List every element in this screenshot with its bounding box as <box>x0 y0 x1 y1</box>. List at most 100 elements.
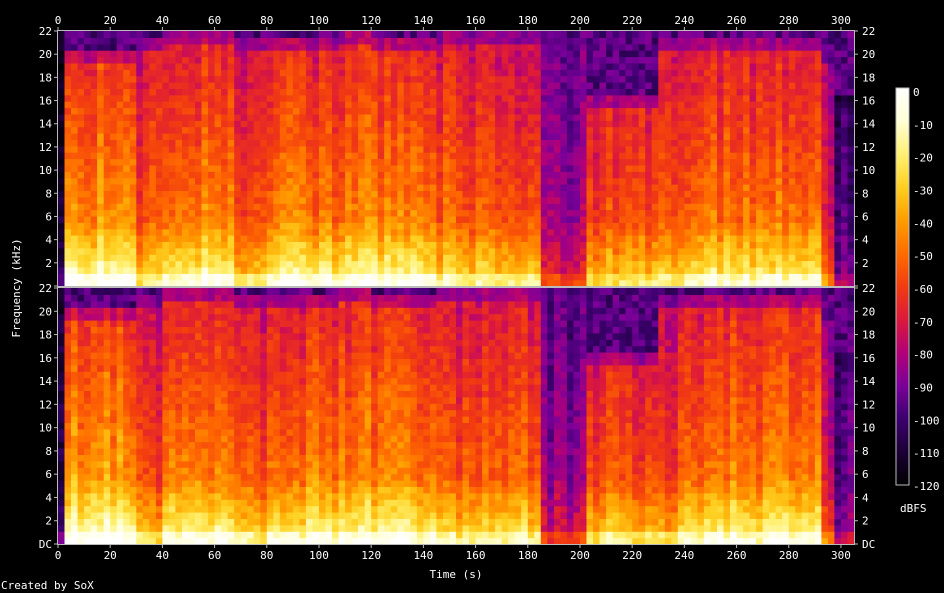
spectrogram-cell <box>410 62 418 70</box>
spectrogram-cell <box>801 279 809 287</box>
spectrogram-cell <box>136 94 144 102</box>
spectrogram-cell <box>527 88 535 96</box>
spectrogram-cell <box>338 235 346 242</box>
spectrogram-cell <box>697 113 705 121</box>
spectrogram-cell <box>325 37 333 45</box>
spectrogram-cell <box>129 50 137 58</box>
spectrogram-cell <box>182 215 190 223</box>
spectrogram-cell <box>658 50 666 58</box>
spectrogram-cell <box>429 75 437 83</box>
spectrogram-cell <box>671 120 679 128</box>
spectrogram-cell <box>97 184 105 191</box>
spectrogram-cell <box>155 152 163 160</box>
spectrogram-cell <box>841 215 849 223</box>
spectrogram-cell <box>514 120 522 128</box>
spectrogram-cell <box>638 260 646 268</box>
spectrogram-cell <box>540 101 548 109</box>
spectrogram-cell <box>305 235 313 242</box>
spectrogram-cell <box>664 209 672 217</box>
spectrogram-cell <box>260 75 268 83</box>
spectrogram-cell <box>84 184 92 191</box>
spectrogram-cell <box>142 50 150 58</box>
spectrogram-cell <box>671 164 679 172</box>
spectrogram-cell <box>775 247 783 255</box>
spectrogram-cell <box>364 94 372 102</box>
spectrogram-cell <box>338 164 346 172</box>
spectrogram-cell <box>292 266 300 274</box>
spectrogram-cell <box>547 222 555 230</box>
spectrogram-cell <box>841 145 849 153</box>
spectrogram-cell <box>77 266 85 274</box>
spectrogram-cell <box>155 190 163 198</box>
spectrogram-cell <box>279 184 287 191</box>
spectrogram-cell <box>123 126 131 134</box>
spectrogram-cell <box>788 222 796 230</box>
spectrogram-cell <box>775 260 783 268</box>
spectrogram-cell <box>149 164 157 172</box>
spectrogram-cell <box>690 82 698 89</box>
spectrogram-cell <box>501 215 509 223</box>
spectrogram-cell <box>423 164 431 172</box>
spectrogram-cell <box>71 43 79 51</box>
spectrogram-cell <box>449 152 457 160</box>
spectrogram-cell <box>625 43 633 51</box>
spectrogram-cell <box>847 31 855 38</box>
spectrogram-cell <box>677 235 685 242</box>
spectrogram-cell <box>123 254 131 262</box>
spectrogram-cell <box>397 133 405 140</box>
spectrogram-cell <box>834 203 842 211</box>
spectrogram-cell <box>717 43 725 51</box>
spectrogram-cell <box>560 75 568 83</box>
spectrogram-cell <box>553 190 561 198</box>
spectrogram-cell <box>384 215 392 223</box>
spectrogram-cell <box>756 196 764 204</box>
spectrogram-cell <box>456 260 464 268</box>
spectrogram-cell <box>155 247 163 255</box>
spectrogram-cell <box>841 190 849 198</box>
spectrogram-cell <box>495 228 503 236</box>
spectrogram-cell <box>77 209 85 217</box>
spectrogram-cell <box>775 228 783 236</box>
spectrogram-cell <box>703 107 711 115</box>
spectrogram-cell <box>664 56 672 64</box>
spectrogram-cell <box>788 241 796 249</box>
spectrogram-cell <box>97 37 105 45</box>
spectrogram-cell <box>482 101 490 109</box>
spectrogram-cell <box>514 37 522 45</box>
spectrogram-cell <box>71 247 79 255</box>
spectrogram-cell <box>756 203 764 211</box>
spectrogram-cell <box>90 273 98 281</box>
spectrogram-cell <box>736 196 744 204</box>
spectrogram-cell <box>762 113 770 121</box>
spectrogram-cell <box>573 273 581 281</box>
spectrogram-cell <box>77 171 85 179</box>
spectrogram-cell <box>429 56 437 64</box>
spectrogram-cell <box>371 113 379 121</box>
spectrogram-cell <box>384 75 392 83</box>
spectrogram-cell <box>566 101 574 109</box>
spectrogram-cell <box>534 247 542 255</box>
spectrogram-cell <box>155 37 163 45</box>
spectrogram-cell <box>743 50 751 58</box>
spectrogram-cell <box>462 196 470 204</box>
spectrogram-cell <box>397 279 405 287</box>
spectrogram-cell <box>456 273 464 281</box>
spectrogram-cell <box>253 145 261 153</box>
spectrogram-cell <box>593 203 601 211</box>
spectrogram-cell <box>573 94 581 102</box>
spectrogram-cell <box>377 152 385 160</box>
spectrogram-cell <box>208 62 216 70</box>
spectrogram-cell <box>97 164 105 172</box>
spectrogram-cell <box>436 273 444 281</box>
spectrogram-cell <box>632 113 640 121</box>
spectrogram-cell <box>625 260 633 268</box>
spectrogram-cell <box>423 107 431 115</box>
spectrogram-cell <box>814 247 822 255</box>
spectrogram-cell <box>821 56 829 64</box>
spectrogram-cell <box>325 82 333 89</box>
spectrogram-cell <box>462 254 470 262</box>
spectrogram-cell <box>697 203 705 211</box>
spectrogram-cell <box>358 82 366 89</box>
spectrogram-cell <box>312 82 320 89</box>
spectrogram-cell <box>377 56 385 64</box>
